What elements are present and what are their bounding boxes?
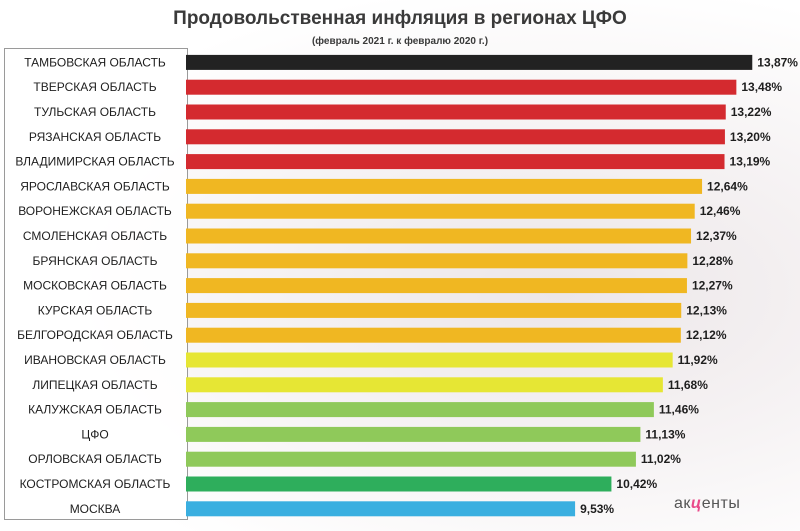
category-label: ТАМБОВСКАЯ ОБЛАСТЬ — [24, 55, 166, 69]
category-label: ТУЛЬСКАЯ ОБЛАСТЬ — [34, 105, 156, 119]
chart-subtitle: (февраль 2021 г. к февралю 2020 г.) — [311, 36, 489, 47]
value-label: 9,53% — [580, 502, 614, 516]
bar — [186, 278, 687, 294]
bar — [186, 54, 753, 70]
category-label: КАЛУЖСКАЯ ОБЛАСТЬ — [28, 403, 162, 417]
value-label: 11,92% — [678, 353, 718, 367]
bar — [186, 79, 737, 95]
category-label: МОСКВА — [70, 502, 121, 516]
category-label: КУРСКАЯ ОБЛАСТЬ — [38, 303, 153, 317]
category-label: МОСКОВСКАЯ ОБЛАСТЬ — [23, 279, 167, 293]
value-label: 11,13% — [645, 427, 685, 441]
value-label: 12,64% — [707, 179, 748, 193]
bar — [186, 178, 703, 194]
value-label: 13,19% — [730, 155, 771, 169]
value-label: 11,68% — [668, 378, 708, 392]
value-label: 12,37% — [696, 229, 737, 243]
bar — [186, 352, 673, 368]
category-label: ТВЕРСКАЯ ОБЛАСТЬ — [33, 80, 156, 94]
bar — [186, 104, 726, 120]
bar — [186, 426, 641, 442]
bar — [186, 402, 654, 418]
bar — [186, 228, 692, 244]
value-label: 13,22% — [731, 105, 772, 119]
brand-logo: акценты — [674, 495, 740, 513]
logo-part-post: енты — [701, 495, 741, 512]
bar — [186, 302, 682, 318]
category-label: ОРЛОВСКАЯ ОБЛАСТЬ — [28, 452, 162, 466]
value-label: 13,48% — [741, 80, 782, 94]
value-label: 13,20% — [730, 130, 771, 144]
bar — [186, 154, 725, 170]
chart-title: Продовольственная инфляция в регионах ЦФ… — [173, 8, 627, 29]
bar — [186, 476, 612, 492]
logo-part-pre: ак — [674, 495, 691, 512]
category-label: КОСТРОМСКАЯ ОБЛАСТЬ — [20, 477, 171, 491]
value-label: 12,27% — [692, 279, 733, 293]
category-label: ЦФО — [81, 427, 108, 441]
bar — [186, 377, 663, 393]
bar — [186, 327, 681, 343]
category-label: БЕЛГОРОДСКАЯ ОБЛАСТЬ — [17, 328, 173, 342]
value-label: 12,28% — [692, 254, 733, 268]
value-label: 12,13% — [686, 303, 727, 317]
bar — [186, 501, 576, 517]
bar — [186, 203, 695, 219]
bar — [186, 253, 688, 269]
category-label: БРЯНСКАЯ ОБЛАСТЬ — [33, 254, 158, 268]
bar — [186, 451, 636, 467]
bar — [186, 129, 725, 145]
category-label: ИВАНОВСКАЯ ОБЛАСТЬ — [24, 353, 166, 367]
value-label: 11,02% — [641, 452, 681, 466]
category-label: ЯРОСЛАВСКАЯ ОБЛАСТЬ — [20, 179, 170, 193]
category-label: ВОРОНЕЖСКАЯ ОБЛАСТЬ — [18, 204, 172, 218]
value-label: 11,46% — [659, 403, 699, 417]
category-label: ЛИПЕЦКАЯ ОБЛАСТЬ — [32, 378, 157, 392]
value-label: 10,42% — [616, 477, 657, 491]
category-label: ВЛАДИМИРСКАЯ ОБЛАСТЬ — [15, 155, 174, 169]
value-label: 12,12% — [686, 328, 727, 342]
category-labels-panel — [4, 48, 188, 520]
category-label: РЯЗАНСКАЯ ОБЛАСТЬ — [29, 130, 161, 144]
logo-part-mid: ц — [690, 495, 702, 512]
category-label: СМОЛЕНСКАЯ ОБЛАСТЬ — [23, 229, 167, 243]
value-label: 13,87% — [757, 55, 798, 69]
value-label: 12,46% — [700, 204, 741, 218]
